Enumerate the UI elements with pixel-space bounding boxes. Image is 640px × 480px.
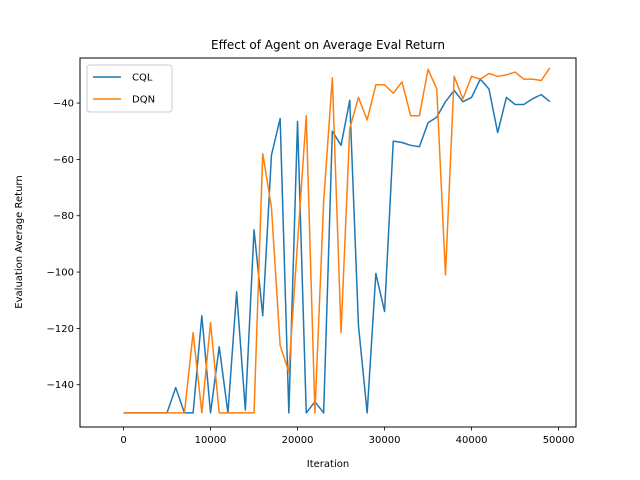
x-tick-label: 0 [120,435,126,446]
x-tick-label: 20000 [282,435,314,446]
axes-frame [79,57,577,428]
x-tick-label: 50000 [543,435,575,446]
y-axis: −140 −120 −100 −80 −60 −40 [47,99,80,391]
x-tick-label: 40000 [456,435,488,446]
chart-title: Effect of Agent on Average Eval Return [211,38,445,52]
y-tick-label: −80 [53,211,74,222]
y-tick-label: −60 [53,155,74,166]
legend-box [86,64,173,113]
y-tick-label: −40 [53,99,74,110]
y-tick-label: −120 [47,324,74,335]
series-line-cql [123,78,551,414]
x-tick-label: 10000 [195,435,227,446]
legend: CQL DQN [86,64,173,113]
series-line-dqn [123,67,551,414]
legend-label-cql: CQL [132,73,153,84]
x-axis-label: Iteration [307,459,349,470]
y-tick-label: −100 [47,268,74,279]
x-tick-label: 30000 [369,435,401,446]
legend-label-dqn: DQN [132,95,155,106]
y-tick-label: −140 [47,380,74,391]
y-axis-label: Evaluation Average Return [14,175,25,308]
plot-area [123,67,551,414]
x-axis: 0 10000 20000 30000 40000 50000 [120,427,575,446]
